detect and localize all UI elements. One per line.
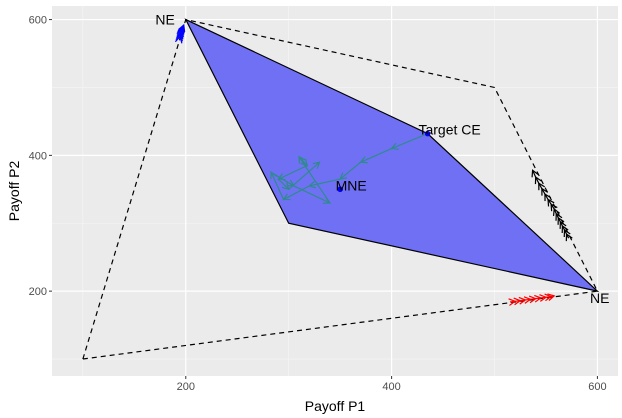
trajectory-arrowhead: [534, 294, 543, 303]
trajectory-arrowhead: [531, 169, 539, 178]
trajectory-arrowhead: [547, 293, 556, 301]
trajectory-line: [509, 295, 555, 303]
feasible-region-boundary: [82, 18, 599, 360]
trajectory-arrowhead: [308, 180, 317, 189]
trajectory-arrowhead: [339, 172, 348, 180]
trajectory-3: [531, 169, 573, 242]
x-tick-label: 600: [588, 381, 606, 393]
point-label: Target CE: [418, 122, 480, 138]
trajectory-arrowhead: [298, 155, 306, 164]
trajectory-arrowhead: [539, 294, 548, 302]
trajectory-arrowhead: [359, 156, 368, 164]
trajectory-arrowhead: [390, 142, 399, 150]
trajectory-arrowhead: [508, 298, 517, 306]
trajectory-arrowhead: [176, 26, 185, 35]
x-axis-title: Payoff P1: [305, 398, 366, 414]
trajectory-arrowhead: [523, 296, 532, 304]
trajectory-arrowhead: [544, 192, 552, 202]
ce-polytope: [184, 18, 600, 293]
point-label: NE: [155, 12, 174, 28]
trajectory-arrowhead: [561, 224, 569, 233]
trajectory-arrowhead: [552, 207, 561, 217]
trajectory-arrowhead: [177, 25, 185, 34]
trajectory-1: [174, 23, 186, 44]
y-tick-label: 400: [29, 150, 47, 162]
trajectory-4: [269, 133, 428, 205]
trajectory-arrowhead: [174, 35, 183, 44]
trajectory-arrowhead: [565, 232, 573, 242]
trajectory-arrowhead: [513, 297, 522, 306]
trajectory-arrowhead: [175, 31, 184, 40]
trajectory-arrowhead: [518, 296, 527, 305]
x-tick-label: 400: [382, 381, 400, 393]
point-label: MNE: [336, 177, 367, 193]
point-target-ce: [424, 130, 431, 137]
y-tick-label: 200: [29, 286, 47, 298]
y-axis-title: Payoff P2: [6, 161, 22, 222]
trajectory-arrowhead: [277, 173, 286, 181]
trajectory-arrowhead: [282, 193, 291, 201]
trajectory-arrowhead: [300, 158, 309, 167]
y-tick-label: 600: [29, 15, 47, 27]
trajectory-arrowhead: [555, 212, 563, 221]
trajectory-arrowhead: [550, 203, 558, 212]
trajectory-arrowhead: [281, 182, 290, 191]
trajectory-arrowhead: [563, 228, 571, 238]
trajectory-arrowhead: [544, 293, 553, 302]
trajectory-2: [508, 293, 556, 306]
trajectory-arrowhead: [534, 175, 542, 185]
trajectory-arrowhead: [286, 179, 295, 187]
point-label: NE: [590, 290, 609, 306]
trajectory-arrowhead: [175, 33, 183, 42]
trajectory-arrowhead: [322, 196, 331, 204]
trajectory-arrowhead: [178, 23, 186, 33]
trajectory-arrowhead: [541, 187, 549, 196]
point-mne: [337, 186, 343, 193]
trajectory-arrowhead: [528, 295, 537, 304]
trajectory-arrowhead: [557, 216, 565, 225]
trajectory-arrowhead: [538, 182, 546, 191]
trajectory-arrowhead: [559, 220, 567, 229]
trajectory-arrowhead: [270, 171, 278, 180]
x-tick-label: 200: [177, 381, 195, 393]
trajectory-arrowhead: [176, 27, 184, 37]
trajectory-arrowhead: [312, 161, 321, 169]
trajectory-arrowhead: [547, 198, 555, 207]
